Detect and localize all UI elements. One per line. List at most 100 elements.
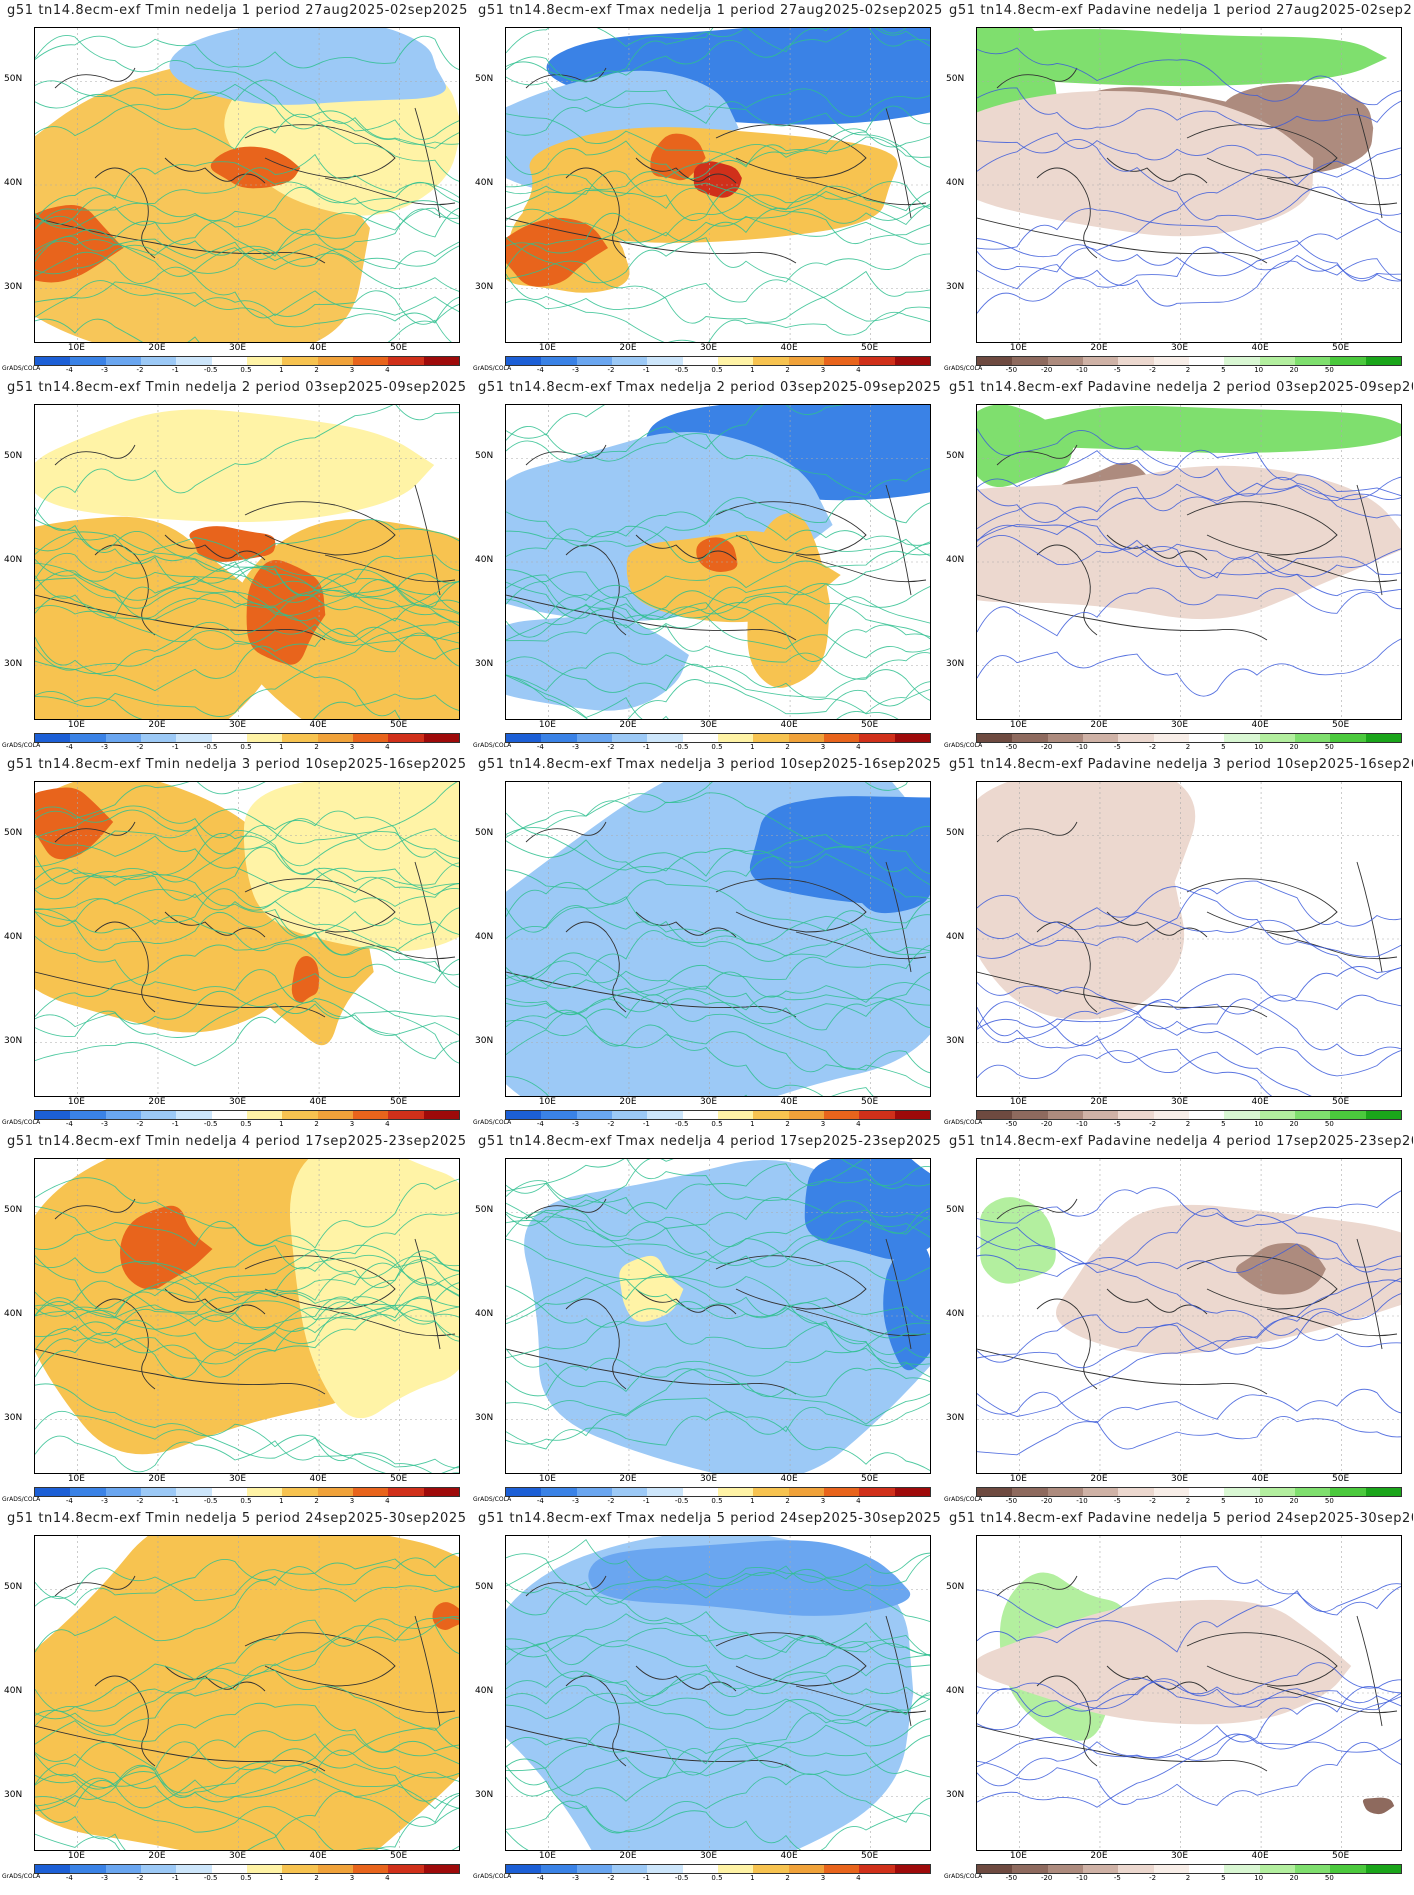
grads-credit: GrADS/COLA — [473, 742, 512, 749]
colorbar-swatch — [176, 357, 212, 365]
colorbar-tick-label: 0.5 — [240, 743, 252, 751]
colorbar-swatch — [423, 357, 459, 365]
longitude-label: 40E — [309, 1474, 327, 1484]
tmax-map — [505, 1158, 931, 1474]
longitude-label: 50E — [390, 1097, 408, 1107]
grads-credit: GrADS/COLA — [944, 365, 983, 372]
colorbar-tick-label: -0.5 — [674, 1497, 689, 1505]
colorbar-swatch — [506, 357, 542, 365]
colorbar-swatch — [717, 1865, 754, 1873]
colorbar-tick-label: 2 — [1185, 1874, 1191, 1882]
colorbar-swatch — [282, 1488, 318, 1496]
colorbar-swatch — [682, 1111, 718, 1119]
colorbar-swatch — [717, 1111, 754, 1119]
colorbar-swatch — [647, 734, 683, 742]
tmax-map — [505, 1535, 931, 1851]
colorbar — [976, 733, 1402, 743]
panel-title: g51 tn14.8ecm-exf Padavine nedelja 1 per… — [949, 3, 1413, 18]
colorbar-tick-label: -4 — [536, 743, 544, 751]
longitude-label: 50E — [861, 343, 879, 353]
colorbar-tick-label: 50 — [1324, 366, 1334, 374]
longitude-label: 20E — [619, 1851, 637, 1861]
colorbar-swatch — [1047, 1111, 1083, 1119]
grads-credit: GrADS/COLA — [944, 1119, 983, 1126]
precip-map-panel-week-2: g51 tn14.8ecm-exf Padavine nedelja 2 per… — [942, 377, 1413, 756]
colorbar-tick-label: 2 — [314, 366, 319, 374]
longitude-label: 50E — [1332, 1097, 1350, 1107]
colorbar — [976, 1110, 1402, 1120]
colorbar-swatch — [1153, 734, 1189, 742]
colorbar-tick-label: 3 — [349, 366, 355, 374]
colorbar-swatch — [823, 734, 860, 742]
latitude-label: 30N — [946, 1412, 965, 1423]
colorbar-tick-label: 50 — [1324, 1497, 1334, 1505]
colorbar-swatch — [317, 1111, 353, 1119]
colorbar-tick-label: -3 — [572, 1120, 580, 1128]
colorbar-swatch — [506, 1111, 542, 1119]
colorbar-tick-label: -20 — [1040, 366, 1053, 374]
colorbar-swatch — [282, 1865, 318, 1873]
colorbar-tick-label: -5 — [1113, 1120, 1121, 1128]
tmin-map — [34, 27, 460, 343]
anomaly-field — [35, 782, 459, 1096]
colorbar-tick-label: 2 — [314, 743, 319, 751]
colorbar-swatch — [541, 1111, 577, 1119]
grads-credit: GrADS/COLA — [473, 1496, 512, 1503]
anomaly-field — [977, 28, 1401, 342]
anomaly-field — [506, 1159, 930, 1473]
colorbar-tick-label: 4 — [856, 743, 861, 751]
colorbar-tick-label: -10 — [1076, 366, 1088, 374]
colorbar-swatch — [1224, 357, 1260, 365]
colorbar-tick-label: -2 — [607, 366, 615, 374]
colorbar-swatch — [1294, 1865, 1331, 1873]
colorbar-swatch — [1224, 1865, 1260, 1873]
colorbar-tick-label: -1 — [642, 743, 650, 751]
colorbar-swatch — [1224, 734, 1260, 742]
colorbar-swatch — [717, 734, 754, 742]
tmax-map-panel-week-3: g51 tn14.8ecm-exf Tmax nedelja 3 period … — [471, 754, 942, 1133]
anomaly-field — [977, 405, 1401, 719]
longitude-label: 20E — [1090, 1474, 1108, 1484]
colorbar-swatch — [1012, 1865, 1048, 1873]
colorbar-swatch — [35, 357, 71, 365]
colorbar-tick-label: 20 — [1289, 743, 1299, 751]
colorbar-tick-label: -2 — [136, 1120, 144, 1128]
colorbar-swatch — [35, 1488, 71, 1496]
colorbar-tick-label: -10 — [1076, 1874, 1088, 1882]
latitude-label: 40N — [475, 932, 494, 942]
grads-credit: GrADS/COLA — [2, 1119, 41, 1126]
colorbar-swatch — [1294, 734, 1331, 742]
longitude-label: 10E — [1009, 1097, 1027, 1107]
latitude-label: 30N — [946, 1789, 965, 1800]
longitude-label: 20E — [619, 720, 637, 730]
colorbar-tick-label: 4 — [385, 1497, 390, 1505]
latitude-label: 30N — [4, 281, 23, 292]
colorbar-tick-label: 1 — [279, 1120, 284, 1128]
colorbar-swatch — [70, 1111, 106, 1119]
colorbar-tick-label: -2 — [136, 743, 144, 751]
colorbar-swatch — [576, 1865, 612, 1873]
longitude-label: 40E — [780, 1851, 798, 1861]
colorbar-tick-label: -0.5 — [203, 1497, 218, 1505]
latitude-label: 30N — [4, 1035, 23, 1046]
colorbar-swatch — [1118, 1865, 1154, 1873]
colorbar-tick-label: 2 — [785, 1874, 790, 1882]
colorbar-tick-label: -2 — [136, 366, 144, 374]
colorbar-swatch — [1082, 1488, 1119, 1496]
colorbar-swatch — [1012, 1111, 1048, 1119]
latitude-label: 30N — [946, 281, 965, 292]
longitude-label: 30E — [1170, 1097, 1189, 1107]
colorbar-tick-label: -3 — [101, 1497, 109, 1505]
colorbar-swatch — [647, 1488, 683, 1496]
colorbar-tick-label: -4 — [536, 366, 544, 374]
colorbar-tick-label: 2 — [785, 1120, 790, 1128]
colorbar-swatch — [388, 734, 424, 742]
colorbar-tick-label: 0.5 — [711, 1120, 723, 1128]
colorbar-swatch — [1012, 1488, 1048, 1496]
precip-map-panel-week-3: g51 tn14.8ecm-exf Padavine nedelja 3 per… — [942, 754, 1413, 1133]
colorbar-swatch — [211, 1111, 247, 1119]
colorbar-swatch — [140, 1865, 177, 1873]
colorbar — [976, 1487, 1402, 1497]
colorbar-tick-label: -0.5 — [203, 1874, 218, 1882]
colorbar-tick-label: 1 — [279, 743, 284, 751]
